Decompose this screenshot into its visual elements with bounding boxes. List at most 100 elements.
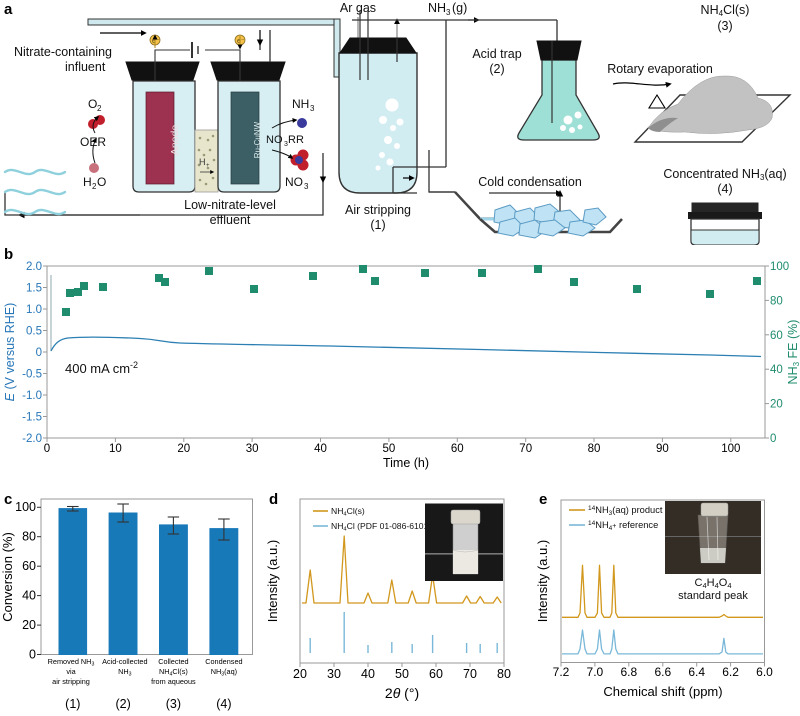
- svg-text:O: O: [97, 175, 106, 189]
- svg-text:20: 20: [770, 399, 783, 411]
- svg-text:70: 70: [519, 443, 532, 455]
- svg-text:(1): (1): [370, 218, 385, 232]
- svg-text:Air stripping: Air stripping: [345, 203, 411, 217]
- svg-text:80: 80: [497, 667, 511, 681]
- svg-text:-0.5: -0.5: [22, 369, 42, 381]
- svg-text:(3): (3): [166, 697, 181, 711]
- svg-text:3: 3: [310, 104, 315, 113]
- svg-text:NH4Cl(s): NH4Cl(s): [159, 667, 188, 677]
- svg-text:60: 60: [770, 330, 783, 342]
- svg-text:(1): (1): [65, 697, 80, 711]
- svg-text:c: c: [4, 491, 12, 508]
- svg-text:Condensed: Condensed: [205, 657, 242, 666]
- svg-text:Cold condensation: Cold condensation: [478, 175, 582, 189]
- svg-text:Nitrate-containing: Nitrate-containing: [14, 45, 112, 59]
- svg-text:40: 40: [361, 667, 375, 681]
- svg-text:Chemical shift (ppm): Chemical shift (ppm): [603, 684, 722, 699]
- svg-text:30: 30: [246, 443, 259, 455]
- svg-text:e⁻: e⁻: [237, 38, 245, 45]
- svg-text:80: 80: [22, 530, 36, 544]
- svg-text:NH: NH: [292, 97, 309, 111]
- svg-text:80: 80: [588, 443, 601, 455]
- svg-text:Collected: Collected: [158, 657, 188, 666]
- svg-text:Acid-collected: Acid-collected: [102, 657, 147, 666]
- svg-text:60: 60: [429, 667, 443, 681]
- svg-text:0: 0: [29, 648, 36, 662]
- svg-text:90: 90: [656, 443, 669, 455]
- svg-text:Concentrated NH3(aq): Concentrated NH3(aq): [663, 167, 786, 182]
- svg-text:RR: RR: [288, 134, 304, 146]
- svg-text:6.6: 6.6: [654, 665, 671, 679]
- svg-text:(4): (4): [717, 182, 732, 196]
- svg-text:0.5: 0.5: [26, 326, 42, 338]
- svg-text:Intensity (a.u.): Intensity (a.u.): [535, 540, 550, 622]
- svg-text:100: 100: [721, 443, 740, 455]
- svg-text:(2): (2): [115, 697, 130, 711]
- svg-text:40: 40: [22, 589, 36, 603]
- svg-text:0: 0: [770, 433, 776, 445]
- svg-text:Removed NH3: Removed NH3: [48, 657, 95, 667]
- svg-text:b: b: [4, 246, 13, 263]
- svg-text:(4): (4): [216, 697, 231, 711]
- svg-text:e⁻: e⁻: [152, 38, 160, 45]
- svg-text:NH4Cl(s): NH4Cl(s): [331, 506, 365, 518]
- svg-text:3: 3: [304, 182, 309, 191]
- svg-text:0: 0: [44, 443, 50, 455]
- svg-text:via: via: [66, 667, 76, 676]
- svg-text:6.2: 6.2: [722, 665, 739, 679]
- svg-text:100: 100: [15, 500, 36, 514]
- svg-text:10: 10: [109, 443, 122, 455]
- svg-text:-2.0: -2.0: [22, 433, 42, 445]
- svg-text:6.4: 6.4: [688, 665, 705, 679]
- svg-text:6.8: 6.8: [620, 665, 637, 679]
- svg-text:NH3(aq): NH3(aq): [211, 667, 237, 677]
- svg-text:H: H: [83, 175, 92, 189]
- svg-text:standard peak: standard peak: [678, 590, 748, 602]
- svg-text:60: 60: [22, 559, 36, 573]
- svg-text:+: +: [206, 163, 210, 169]
- svg-text:1.0: 1.0: [26, 304, 42, 316]
- svg-text:6.0: 6.0: [756, 665, 773, 679]
- svg-text:NH4Cl (PDF 01-086-6101): NH4Cl (PDF 01-086-6101): [331, 521, 431, 533]
- svg-text:O: O: [88, 97, 97, 111]
- svg-text:NH: NH: [428, 1, 446, 15]
- svg-text:Time (h): Time (h): [383, 456, 429, 470]
- svg-text:Ar gas: Ar gas: [340, 1, 376, 15]
- svg-text:air stripping: air stripping: [52, 677, 90, 686]
- svg-text:400 mA cm-2: 400 mA cm-2: [65, 360, 138, 376]
- svg-text:1.5: 1.5: [26, 283, 42, 295]
- svg-text:NO: NO: [285, 175, 303, 189]
- svg-text:-1.5: -1.5: [22, 412, 42, 424]
- svg-text:60: 60: [451, 443, 464, 455]
- svg-text:(g): (g): [452, 1, 467, 15]
- svg-text:influent: influent: [65, 60, 106, 74]
- svg-text:Ru-CuNW: Ru-CuNW: [253, 121, 262, 158]
- svg-text:70: 70: [463, 667, 477, 681]
- svg-text:7.0: 7.0: [587, 665, 604, 679]
- svg-text:40: 40: [314, 443, 327, 455]
- svg-text:20: 20: [177, 443, 190, 455]
- svg-text:0: 0: [36, 347, 42, 359]
- svg-text:2: 2: [97, 104, 102, 113]
- svg-text:20: 20: [22, 618, 36, 632]
- svg-text:100: 100: [770, 261, 789, 273]
- svg-text:80: 80: [770, 295, 783, 307]
- svg-text:-1.0: -1.0: [22, 390, 42, 402]
- svg-text:Low-nitrate-level: Low-nitrate-level: [184, 198, 276, 212]
- svg-text:NO: NO: [266, 134, 283, 146]
- svg-text:Acid trap: Acid trap: [472, 47, 521, 61]
- svg-text:40: 40: [770, 364, 783, 376]
- svg-text:50: 50: [383, 443, 396, 455]
- svg-text:C4H4O4: C4H4O4: [695, 577, 732, 590]
- svg-text:50: 50: [395, 667, 409, 681]
- svg-text:H: H: [199, 157, 206, 167]
- svg-text:2θ (°): 2θ (°): [385, 685, 419, 701]
- svg-text:NH4Cl(s): NH4Cl(s): [701, 3, 750, 18]
- svg-text:NH3 FE (%): NH3 FE (%): [786, 320, 800, 385]
- svg-text:(2): (2): [489, 62, 504, 76]
- svg-text:Intensity (a.u.): Intensity (a.u.): [265, 540, 280, 622]
- svg-text:20: 20: [293, 667, 307, 681]
- svg-text:2.0: 2.0: [26, 261, 42, 273]
- svg-text:from aqueous: from aqueous: [151, 677, 196, 686]
- svg-text:30: 30: [327, 667, 341, 681]
